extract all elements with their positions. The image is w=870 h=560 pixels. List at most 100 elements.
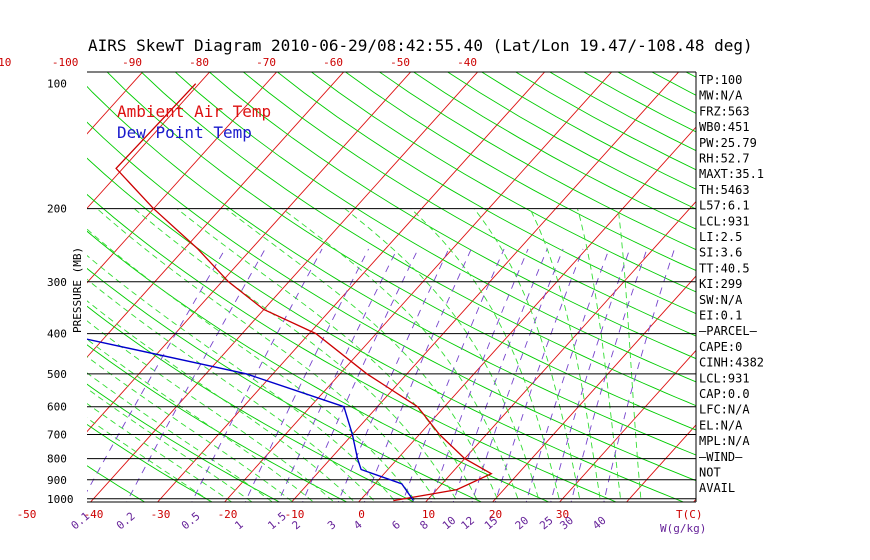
isotherm-line <box>358 126 696 502</box>
index-label: L57:6.1 <box>699 199 750 213</box>
mixing-ratio-line <box>126 248 266 502</box>
mixing-ratio-line <box>302 248 419 502</box>
dry-adiabat-line <box>650 72 696 96</box>
index-label: CAPE:0 <box>699 340 742 354</box>
moist-adiabat-line <box>87 254 397 502</box>
dry-adiabat-line <box>140 72 696 407</box>
dry-adiabat-line <box>87 85 696 456</box>
index-label: NOT <box>699 466 721 480</box>
index-label: EI:0.1 <box>699 309 742 323</box>
top-temp-tick-label: -60 <box>323 56 343 69</box>
mixing-ratio-tick-label: 10 <box>440 514 459 532</box>
mixing-ratio-line <box>471 248 564 502</box>
index-label: MAXT:35.1 <box>699 167 764 181</box>
moist-adiabat-line <box>225 208 500 502</box>
dry-adiabat-line <box>87 230 550 502</box>
dry-adiabat-line <box>378 72 696 251</box>
index-label: EL:N/A <box>699 418 743 432</box>
isotherm-line <box>425 200 696 502</box>
index-label: TT:40.5 <box>699 261 750 275</box>
index-label: LCL:931 <box>699 214 750 228</box>
isotherm-line <box>492 275 696 502</box>
bottom-temp-tick-label: -20 <box>218 508 238 521</box>
moist-adiabat-line <box>473 208 581 502</box>
mixing-ratio-line <box>191 248 323 502</box>
index-label: RH:52.7 <box>699 152 750 166</box>
index-label: MW:N/A <box>699 89 743 103</box>
index-label: AVAIL <box>699 481 735 495</box>
dry-adiabat-line <box>87 423 213 502</box>
index-label: SI:3.6 <box>699 246 742 260</box>
index-label: LFC:N/A <box>699 403 750 417</box>
top-temp-tick-label: -50 <box>390 56 410 69</box>
dry-adiabat-line <box>344 72 696 272</box>
mixing-ratio-tick-label: 0.5 <box>179 510 203 533</box>
isotherm-line <box>0 65 82 508</box>
mixing-ratio-tick-label: 0.2 <box>114 510 138 533</box>
moist-adiabat-line <box>87 356 294 502</box>
plot-frame <box>87 71 697 503</box>
index-label: WB0:451 <box>699 120 750 134</box>
mixing-ratio-lines <box>87 248 675 502</box>
dry-adiabat-line <box>773 65 870 508</box>
dry-adiabat-line <box>0 65 18 508</box>
bottom-temp-tick-label: -10 <box>285 508 305 521</box>
dry-adiabat-line <box>276 72 696 315</box>
index-label: LCL:931 <box>699 371 750 385</box>
moist-adiabat-line <box>87 372 274 502</box>
dry-adiabat-line <box>242 72 696 337</box>
isotherm-line <box>224 72 613 502</box>
dry-adiabat-line <box>87 193 618 502</box>
mixing-ratio-tick-label: 25 <box>537 514 556 532</box>
pressure-tick-label: 700 <box>47 429 67 442</box>
chart-title: AIRS SkewT Diagram 2010-06-29/08:42:55.4… <box>88 36 753 55</box>
temp-unit-label: T(C) <box>676 508 703 521</box>
dry-adiabat-line <box>310 72 696 293</box>
top-temp-tick-label: -40 <box>457 56 477 69</box>
isotherm-line <box>0 65 15 508</box>
index-label: SW:N/A <box>699 293 743 307</box>
mixing-ratio-tick-label: 40 <box>590 514 609 532</box>
mixing-ratio-tick-label: 3 <box>325 518 338 532</box>
index-label: TP:100 <box>699 73 742 87</box>
bottom-temp-tick-label: 10 <box>422 508 435 521</box>
isotherm-line <box>626 424 696 502</box>
moist-adiabat-line <box>134 208 459 502</box>
moist-adiabat-line <box>87 320 335 502</box>
isotherm-line <box>559 349 696 502</box>
index-label: —PARCEL— <box>699 324 758 338</box>
mixing-ratio-tick-label: 12 <box>459 514 478 532</box>
moist-adiabat-line <box>617 208 642 502</box>
bottom-temp-tick-label: -40 <box>84 508 104 521</box>
index-label: CAP:0.0 <box>699 387 750 401</box>
pressure-tick-label: 300 <box>47 276 67 289</box>
sounding-series <box>87 83 493 502</box>
pressure-tick-label: 900 <box>47 474 67 487</box>
dry-adiabat-line <box>174 72 696 383</box>
isotherm-line <box>87 72 345 358</box>
mixing-ratio-line <box>430 248 529 502</box>
index-label: PW:25.79 <box>699 136 757 150</box>
top-temp-tick-label: -110 <box>0 56 11 69</box>
pressure-tick-label: 1000 <box>47 493 74 506</box>
index-label: MPL:N/A <box>699 434 750 448</box>
index-label: KI:299 <box>699 277 742 291</box>
mixing-ratio-line <box>244 248 369 502</box>
mixing-ratio-unit-label: W(g/kg) <box>660 522 706 535</box>
moist-adiabat-line <box>577 208 622 502</box>
dry-adiabat-line <box>87 267 483 502</box>
dry-adiabat-line <box>208 72 696 360</box>
mixing-ratio-tick-label: 6 <box>389 518 402 532</box>
isotherm-line <box>157 72 546 502</box>
mixing-ratio-line <box>603 248 675 502</box>
isotherm-line <box>87 72 278 284</box>
mixing-ratio-line <box>570 248 648 502</box>
index-label: CINH:4382 <box>699 356 764 370</box>
pressure-tick-label: 800 <box>47 453 67 466</box>
dry-adiabat-line <box>446 72 696 210</box>
bottom-temp-tick-label: 20 <box>489 508 502 521</box>
dry-adiabat-line <box>739 65 870 508</box>
isotherm-line <box>291 72 680 502</box>
mixing-ratio-line <box>363 248 472 502</box>
